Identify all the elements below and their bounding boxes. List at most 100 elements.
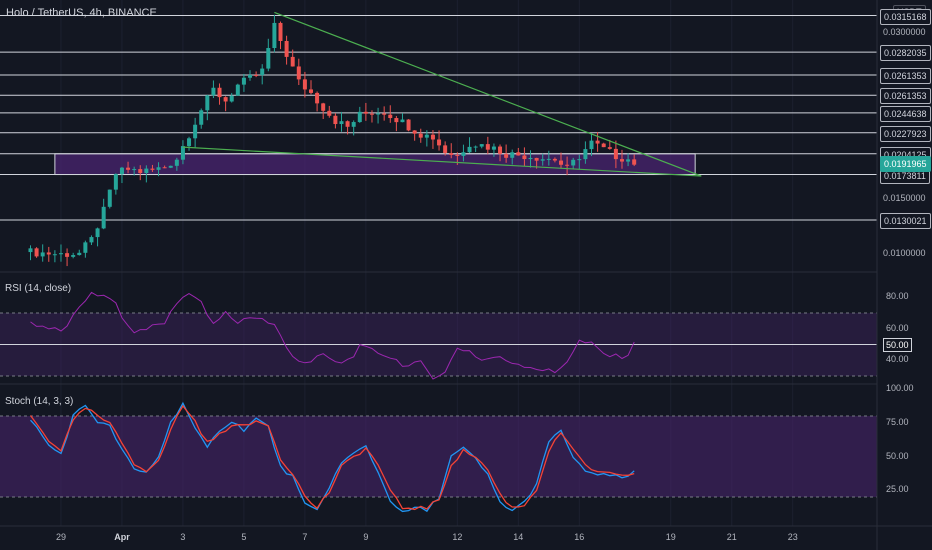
candle-down bbox=[485, 144, 490, 150]
candle-down bbox=[284, 40, 289, 57]
candle-up bbox=[83, 242, 88, 253]
candle-down bbox=[345, 121, 350, 127]
candle-up bbox=[144, 168, 149, 174]
candle-down bbox=[522, 155, 527, 160]
candle-up bbox=[248, 74, 253, 78]
date-axis-tick: 12 bbox=[452, 532, 463, 542]
date-axis-tick: 16 bbox=[574, 532, 585, 542]
candle-down bbox=[162, 167, 167, 169]
candle-up bbox=[510, 152, 515, 158]
candle-up bbox=[95, 228, 100, 238]
candle-up bbox=[626, 159, 631, 162]
candle-up bbox=[473, 146, 478, 148]
stoch-axis-tick: 100.00 bbox=[886, 383, 914, 393]
candle-up bbox=[119, 167, 124, 175]
candle-up bbox=[461, 152, 466, 156]
trendline bbox=[274, 11, 702, 177]
price-level-tag: 0.0315168 bbox=[880, 8, 931, 25]
price-level-tag: 0.0130021 bbox=[880, 213, 931, 229]
price-axis-tick: 0.0100000 bbox=[883, 248, 926, 259]
price-level-tag: 0.0244638 bbox=[880, 105, 931, 122]
price-level-tag: 0.0282035 bbox=[880, 45, 931, 62]
candle-down bbox=[455, 154, 460, 156]
candle-down bbox=[443, 145, 448, 154]
candle-up bbox=[571, 159, 576, 166]
candle-up bbox=[479, 144, 484, 147]
candle-up bbox=[28, 248, 33, 253]
candle-down bbox=[382, 113, 387, 115]
candle-down bbox=[613, 148, 618, 160]
candle-up bbox=[272, 22, 277, 49]
date-axis-tick: 19 bbox=[665, 532, 676, 542]
candle-down bbox=[308, 89, 313, 93]
support-zone-rect bbox=[54, 153, 696, 176]
candle-down bbox=[290, 56, 295, 67]
trendlines bbox=[182, 11, 702, 177]
candle-down bbox=[296, 66, 301, 80]
candle-up bbox=[77, 252, 82, 256]
candle-down bbox=[498, 146, 503, 154]
candle-up bbox=[205, 95, 210, 111]
candle-up bbox=[229, 95, 234, 102]
candle-up bbox=[424, 134, 429, 138]
stoch-label[interactable]: Stoch (14, 3, 3) bbox=[5, 396, 74, 407]
candle-up bbox=[187, 138, 192, 147]
candle-up bbox=[132, 169, 137, 171]
candle-down bbox=[138, 169, 143, 174]
candle-up bbox=[546, 158, 551, 160]
stoch-k-line bbox=[30, 401, 635, 513]
candle-up bbox=[113, 174, 118, 190]
date-axis-tick: 23 bbox=[787, 532, 798, 542]
date-axis-tick: Apr bbox=[114, 532, 130, 542]
candle-up bbox=[211, 87, 216, 96]
candle-down bbox=[632, 159, 637, 165]
candle-down bbox=[418, 133, 423, 138]
candle-up bbox=[339, 121, 344, 125]
symbol-title[interactable]: Holo / TetherUS, 4h, BINANCE bbox=[6, 7, 157, 19]
candle-down bbox=[217, 87, 222, 98]
stoch-axis-tick: 25.00 bbox=[886, 484, 909, 495]
candle-down bbox=[150, 168, 155, 170]
candle-down bbox=[254, 74, 259, 76]
candle-down bbox=[559, 160, 564, 165]
rsi-pane bbox=[0, 291, 877, 380]
candle-down bbox=[321, 103, 326, 111]
candle-up bbox=[174, 159, 179, 166]
candle-down bbox=[333, 115, 338, 125]
stoch-axis-tick: 75.00 bbox=[886, 416, 909, 427]
candle-down bbox=[46, 252, 51, 255]
stoch-pane bbox=[0, 401, 877, 513]
current-price-tag: 0.0191965 bbox=[880, 155, 931, 172]
candle-up bbox=[71, 255, 76, 257]
candle-down bbox=[406, 119, 411, 131]
candle-up bbox=[260, 68, 265, 76]
candle-down bbox=[565, 164, 570, 166]
candle-down bbox=[516, 152, 521, 156]
candle-up bbox=[351, 122, 356, 127]
candle-down bbox=[619, 159, 624, 162]
candle-down bbox=[449, 153, 454, 155]
date-axis-tick: 21 bbox=[726, 532, 737, 542]
candle-up bbox=[40, 252, 45, 257]
candle-up bbox=[376, 113, 381, 115]
rsi-line bbox=[30, 291, 635, 380]
rsi-axis-tick: 80.00 bbox=[886, 291, 909, 302]
date-axis-tick: 29 bbox=[55, 532, 66, 542]
candle-up bbox=[107, 189, 112, 207]
candle-up bbox=[199, 110, 204, 125]
stoch-band bbox=[0, 416, 877, 497]
candle-down bbox=[430, 134, 435, 140]
rsi-axis-tick: 40.00 bbox=[886, 354, 909, 365]
candle-up bbox=[156, 167, 161, 170]
date-axis-tick: 7 bbox=[302, 532, 308, 542]
candle-down bbox=[369, 113, 374, 115]
candle-down bbox=[394, 118, 399, 123]
candle-down bbox=[302, 79, 307, 90]
rsi-label[interactable]: RSI (14, close) bbox=[5, 283, 72, 294]
candle-up bbox=[180, 146, 185, 160]
candle-up bbox=[400, 119, 405, 123]
date-axis-tick: 3 bbox=[180, 532, 186, 542]
price-level-tag: 0.0261353 bbox=[880, 88, 931, 105]
candle-up bbox=[528, 157, 533, 160]
